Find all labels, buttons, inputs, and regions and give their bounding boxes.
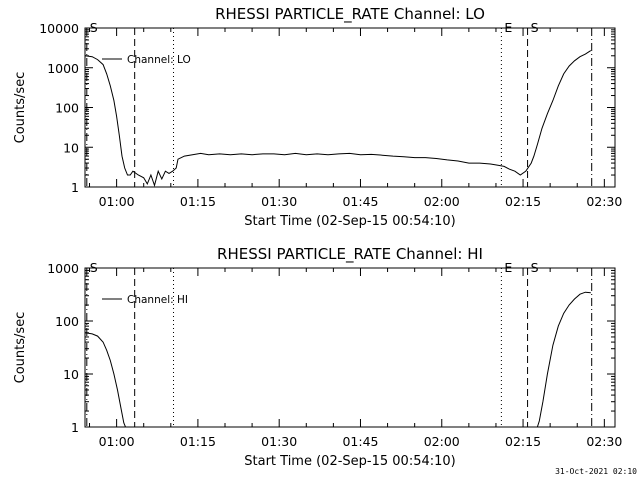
series-line	[85, 50, 592, 187]
series-line	[85, 291, 591, 427]
x-tick-label: 02:30	[586, 434, 622, 449]
y-tick-label: 1	[71, 420, 79, 435]
plot-frame	[84, 267, 616, 428]
x-tick-label: 02:30	[586, 194, 622, 209]
x-tick-label: 02:00	[424, 194, 460, 209]
x-tick-label: 01:30	[261, 434, 297, 449]
x-tick-label: 02:00	[424, 434, 460, 449]
legend-label: Channel: HI	[127, 294, 188, 306]
x-tick-label: 01:45	[342, 194, 378, 209]
chart-title: RHESSI PARTICLE_RATE Channel: LO	[215, 5, 485, 24]
x-axis-label: Start Time (02-Sep-15 00:54:10)	[244, 214, 455, 229]
x-tick-label: 02:15	[505, 434, 541, 449]
x-tick-label: 02:15	[505, 194, 541, 209]
y-tick-label: 1000	[47, 61, 79, 76]
x-tick-label: 01:00	[99, 194, 135, 209]
x-tick-label: 01:00	[99, 434, 135, 449]
x-tick-label: 01:30	[261, 194, 297, 209]
y-tick-label: 100	[55, 314, 79, 329]
panel-hi: RHESSI PARTICLE_RATE Channel: HI Start Ti…	[13, 245, 622, 469]
y-tick-label: 10000	[39, 21, 79, 36]
x-tick-label: 01:45	[342, 434, 378, 449]
y-tick-label: 1000	[47, 261, 79, 276]
event-marker-label: S	[531, 20, 539, 35]
x-tick-label: 01:15	[180, 194, 216, 209]
x-axis-label: Start Time (02-Sep-15 00:54:10)	[244, 454, 455, 469]
event-marker-label: S	[531, 260, 539, 275]
y-tick-label: 10	[63, 367, 79, 382]
legend-label: Channel: LO	[127, 54, 191, 66]
y-tick-label: 1	[71, 180, 79, 195]
chart-title: RHESSI PARTICLE_RATE Channel: HI	[217, 245, 483, 264]
y-tick-label: 100	[55, 101, 79, 116]
plot-frame	[84, 27, 616, 188]
x-tick-label: 01:15	[180, 434, 216, 449]
timestamp-label: 31-Oct-2021 02:10	[555, 467, 637, 476]
y-tick-label: 10	[63, 140, 79, 155]
y-axis-label: Counts/sec	[13, 72, 28, 144]
panel-lo: RHESSI PARTICLE_RATE Channel: LO Start Ti…	[13, 5, 622, 229]
event-marker-label: S	[90, 260, 98, 275]
event-marker-label: E	[504, 20, 512, 35]
event-marker-label: E	[504, 260, 512, 275]
event-marker-label: S	[90, 20, 98, 35]
y-axis-label: Counts/sec	[13, 312, 28, 384]
